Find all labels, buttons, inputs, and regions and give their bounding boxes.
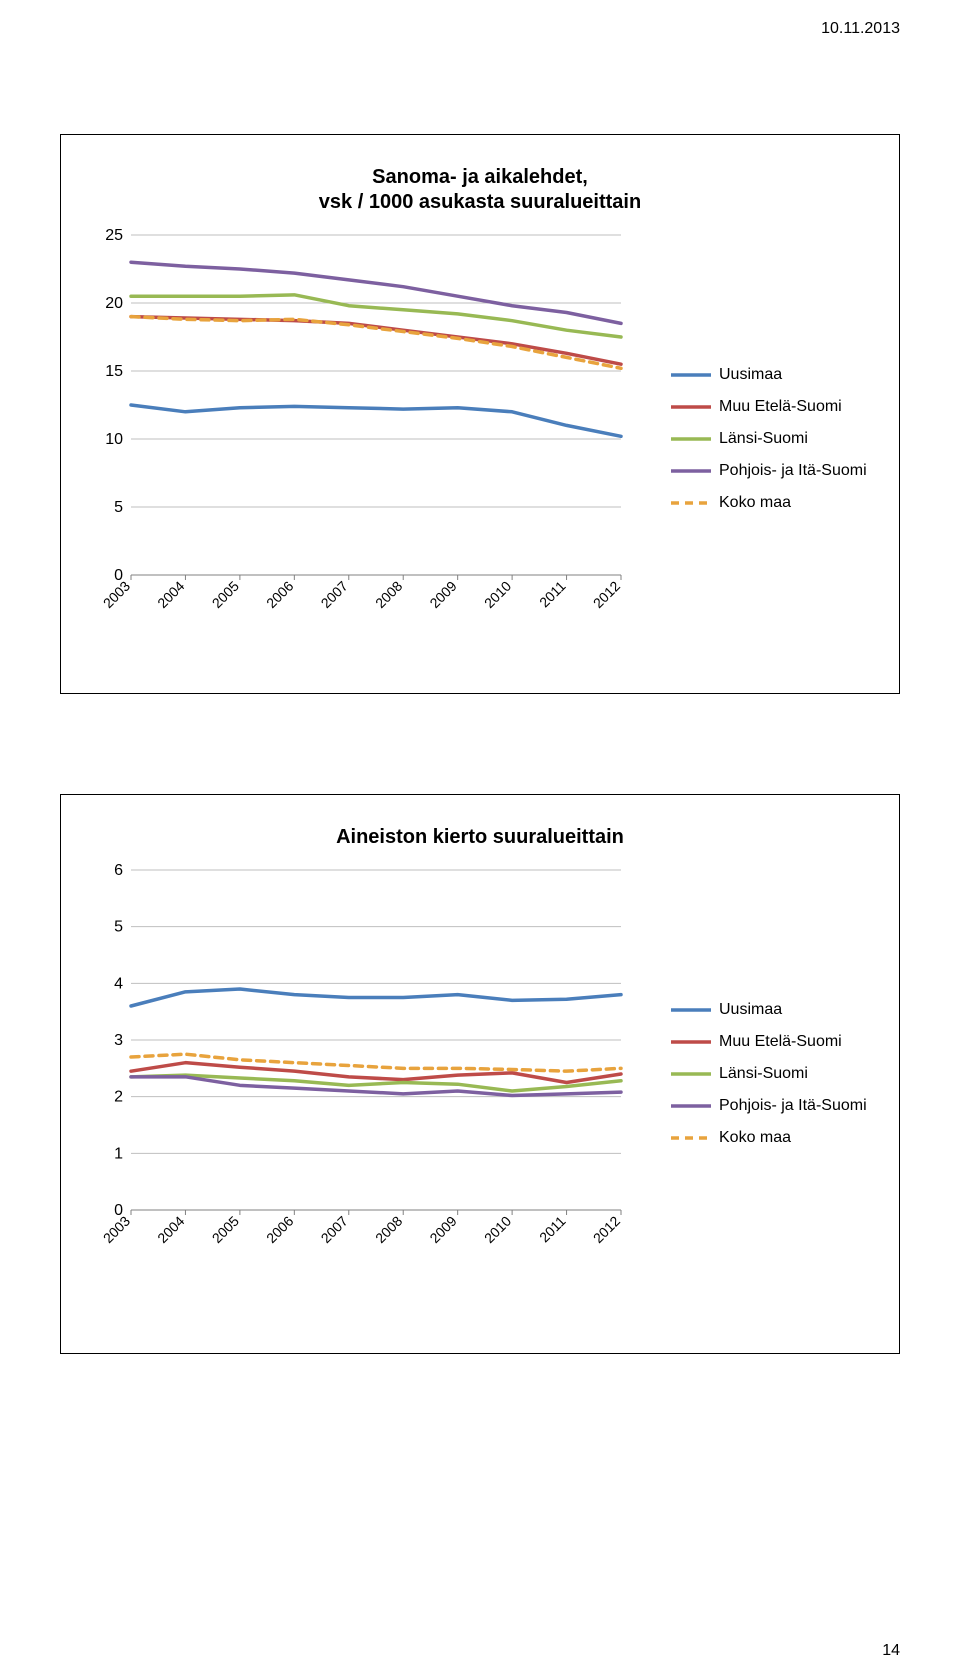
svg-text:2003: 2003 bbox=[100, 1213, 133, 1246]
legend-label: Länsi-Suomi bbox=[719, 430, 808, 448]
svg-text:10: 10 bbox=[105, 431, 123, 448]
legend-item: Koko maa bbox=[671, 1129, 869, 1147]
legend-swatch bbox=[671, 1068, 711, 1080]
svg-text:2008: 2008 bbox=[372, 578, 405, 611]
legend-item: Länsi-Suomi bbox=[671, 430, 869, 448]
svg-text:3: 3 bbox=[114, 1032, 123, 1049]
legend-swatch bbox=[671, 1036, 711, 1048]
svg-text:2010: 2010 bbox=[481, 578, 514, 611]
svg-text:2004: 2004 bbox=[154, 578, 187, 611]
chart1-title-line1: Sanoma- ja aikalehdet, bbox=[372, 166, 588, 188]
chart-aineisto: Aineiston kierto suuralueittain 01234562… bbox=[60, 794, 900, 1354]
legend-label: Muu Etelä-Suomi bbox=[719, 1033, 842, 1051]
page-date: 10.11.2013 bbox=[821, 20, 900, 38]
chart2-legend: Uusimaa Muu Etelä-Suomi Länsi-Suomi Pohjois… bbox=[659, 860, 869, 1288]
svg-text:2007: 2007 bbox=[318, 578, 351, 611]
chart1-plot: 0510152025200320042005200620072008200920… bbox=[91, 225, 659, 653]
svg-text:15: 15 bbox=[105, 363, 123, 380]
svg-text:2006: 2006 bbox=[263, 578, 296, 611]
svg-text:2010: 2010 bbox=[481, 1213, 514, 1246]
svg-text:2012: 2012 bbox=[590, 578, 623, 611]
svg-text:25: 25 bbox=[105, 227, 123, 244]
chart1-area: 0510152025200320042005200620072008200920… bbox=[91, 225, 869, 653]
chart2-title: Aineiston kierto suuralueittain bbox=[91, 825, 869, 850]
chart1-svg: 0510152025200320042005200620072008200920… bbox=[91, 225, 631, 625]
svg-text:2005: 2005 bbox=[209, 1213, 242, 1246]
legend-item: Koko maa bbox=[671, 494, 869, 512]
legend-item: Pohjois- ja Itä-Suomi bbox=[671, 462, 869, 480]
chart1-title-line2: vsk / 1000 asukasta suuralueittain bbox=[319, 191, 641, 213]
svg-text:5: 5 bbox=[114, 919, 123, 936]
svg-text:5: 5 bbox=[114, 499, 123, 516]
svg-text:2011: 2011 bbox=[536, 1213, 569, 1246]
legend-label: Länsi-Suomi bbox=[719, 1065, 808, 1083]
svg-text:2006: 2006 bbox=[263, 1213, 296, 1246]
legend-swatch bbox=[671, 465, 711, 477]
chart-sanoma: Sanoma- ja aikalehdet, vsk / 1000 asukas… bbox=[60, 134, 900, 694]
legend-item: Muu Etelä-Suomi bbox=[671, 1033, 869, 1051]
svg-text:2009: 2009 bbox=[426, 578, 459, 611]
svg-text:4: 4 bbox=[114, 975, 123, 992]
svg-text:2007: 2007 bbox=[318, 1213, 351, 1246]
svg-text:6: 6 bbox=[114, 862, 123, 879]
legend-swatch bbox=[671, 369, 711, 381]
chart2-svg: 0123456200320042005200620072008200920102… bbox=[91, 860, 631, 1260]
chart1-title: Sanoma- ja aikalehdet, vsk / 1000 asukas… bbox=[91, 165, 869, 215]
svg-text:2011: 2011 bbox=[536, 578, 569, 611]
legend-swatch bbox=[671, 1004, 711, 1016]
svg-text:2004: 2004 bbox=[154, 1213, 187, 1246]
legend-label: Uusimaa bbox=[719, 366, 782, 384]
legend-swatch bbox=[671, 433, 711, 445]
legend-label: Koko maa bbox=[719, 494, 791, 512]
svg-text:1: 1 bbox=[114, 1145, 123, 1162]
legend-label: Pohjois- ja Itä-Suomi bbox=[719, 462, 867, 480]
legend-swatch bbox=[671, 497, 711, 509]
legend-item: Pohjois- ja Itä-Suomi bbox=[671, 1097, 869, 1115]
legend-item: Länsi-Suomi bbox=[671, 1065, 869, 1083]
legend-item: Uusimaa bbox=[671, 366, 869, 384]
legend-swatch bbox=[671, 1132, 711, 1144]
chart2-plot: 0123456200320042005200620072008200920102… bbox=[91, 860, 659, 1288]
legend-label: Muu Etelä-Suomi bbox=[719, 398, 842, 416]
svg-text:2009: 2009 bbox=[426, 1213, 459, 1246]
legend-swatch bbox=[671, 401, 711, 413]
page: 10.11.2013 Sanoma- ja aikalehdet, vsk / … bbox=[0, 0, 960, 1680]
chart2-area: 0123456200320042005200620072008200920102… bbox=[91, 860, 869, 1288]
legend-item: Uusimaa bbox=[671, 1001, 869, 1019]
svg-text:2008: 2008 bbox=[372, 1213, 405, 1246]
legend-label: Uusimaa bbox=[719, 1001, 782, 1019]
page-number: 14 bbox=[882, 1642, 900, 1660]
legend-item: Muu Etelä-Suomi bbox=[671, 398, 869, 416]
svg-text:20: 20 bbox=[105, 295, 123, 312]
legend-label: Pohjois- ja Itä-Suomi bbox=[719, 1097, 867, 1115]
svg-text:2: 2 bbox=[114, 1089, 123, 1106]
legend-swatch bbox=[671, 1100, 711, 1112]
chart1-legend: Uusimaa Muu Etelä-Suomi Länsi-Suomi Pohjois… bbox=[659, 225, 869, 653]
svg-text:2003: 2003 bbox=[100, 578, 133, 611]
legend-label: Koko maa bbox=[719, 1129, 791, 1147]
svg-text:2005: 2005 bbox=[209, 578, 242, 611]
svg-text:2012: 2012 bbox=[590, 1213, 623, 1246]
